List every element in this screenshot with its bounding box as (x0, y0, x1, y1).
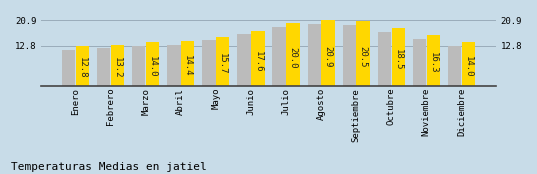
Bar (76, 46, 89, 86)
Bar (111, 45, 124, 86)
Text: 18.5: 18.5 (394, 49, 403, 71)
Text: 13.2: 13.2 (113, 57, 122, 78)
Bar (426, 35, 440, 86)
Bar (343, 25, 356, 86)
Text: 17.6: 17.6 (253, 51, 263, 72)
Text: 20.9: 20.9 (323, 46, 332, 67)
Text: 14.4: 14.4 (183, 55, 192, 77)
Text: 16.3: 16.3 (429, 52, 438, 74)
Text: 15.7: 15.7 (219, 53, 227, 75)
Bar (97, 48, 111, 86)
Bar (132, 46, 146, 86)
Bar (413, 38, 426, 86)
Bar (286, 23, 300, 86)
Bar (462, 42, 475, 86)
Bar (216, 37, 229, 86)
Text: 14.0: 14.0 (148, 56, 157, 77)
Text: 20.5: 20.5 (359, 46, 368, 68)
Bar (321, 20, 335, 86)
Bar (448, 46, 461, 86)
Bar (146, 42, 159, 86)
Bar (167, 45, 180, 86)
Bar (181, 41, 194, 86)
Text: 20.0: 20.0 (288, 47, 297, 69)
Bar (357, 21, 370, 86)
Bar (378, 31, 391, 86)
Bar (272, 27, 286, 86)
Text: 12.8: 12.8 (78, 57, 87, 79)
Bar (391, 28, 405, 86)
Bar (62, 50, 75, 86)
Text: 14.0: 14.0 (464, 56, 473, 77)
Bar (251, 31, 265, 86)
Bar (308, 24, 321, 86)
Bar (202, 40, 216, 86)
Bar (237, 34, 251, 86)
Text: Temperaturas Medias en jatiel: Temperaturas Medias en jatiel (11, 162, 207, 172)
